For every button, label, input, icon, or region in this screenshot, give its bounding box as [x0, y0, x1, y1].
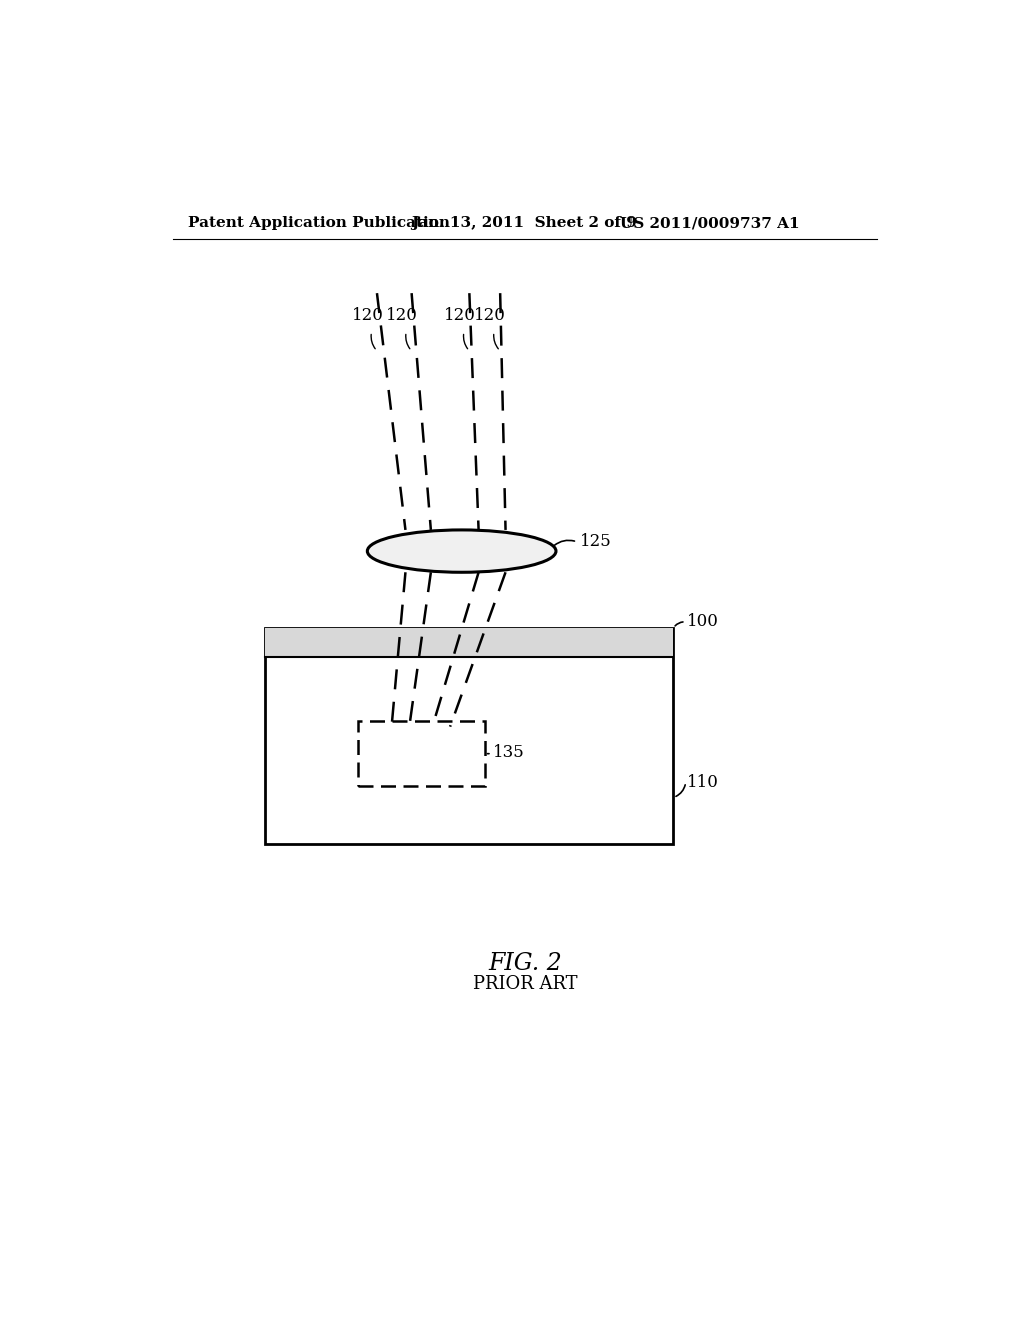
Text: FIG. 2: FIG. 2	[487, 952, 562, 974]
Text: 125: 125	[581, 533, 612, 550]
FancyArrowPatch shape	[464, 334, 468, 348]
Text: 120: 120	[444, 308, 476, 323]
Bar	[357, 721, 484, 785]
Text: PRIOR ART: PRIOR ART	[472, 974, 578, 993]
Ellipse shape	[368, 529, 556, 573]
FancyArrowPatch shape	[406, 334, 410, 348]
Text: 120: 120	[352, 308, 384, 323]
Text: US 2011/0009737 A1: US 2011/0009737 A1	[620, 216, 799, 230]
Text: Patent Application Publication: Patent Application Publication	[188, 216, 451, 230]
Text: 135: 135	[493, 744, 524, 762]
Text: 120: 120	[386, 308, 419, 323]
FancyArrowPatch shape	[675, 622, 683, 626]
FancyArrowPatch shape	[554, 540, 574, 545]
Bar	[265, 628, 674, 657]
Bar	[265, 628, 674, 843]
Text: 100: 100	[687, 614, 719, 631]
FancyArrowPatch shape	[494, 334, 499, 348]
FancyArrowPatch shape	[676, 785, 685, 796]
Text: 120: 120	[474, 308, 506, 323]
FancyArrowPatch shape	[371, 334, 375, 348]
Text: Jan. 13, 2011  Sheet 2 of 9: Jan. 13, 2011 Sheet 2 of 9	[412, 216, 638, 230]
Text: 110: 110	[687, 774, 719, 791]
